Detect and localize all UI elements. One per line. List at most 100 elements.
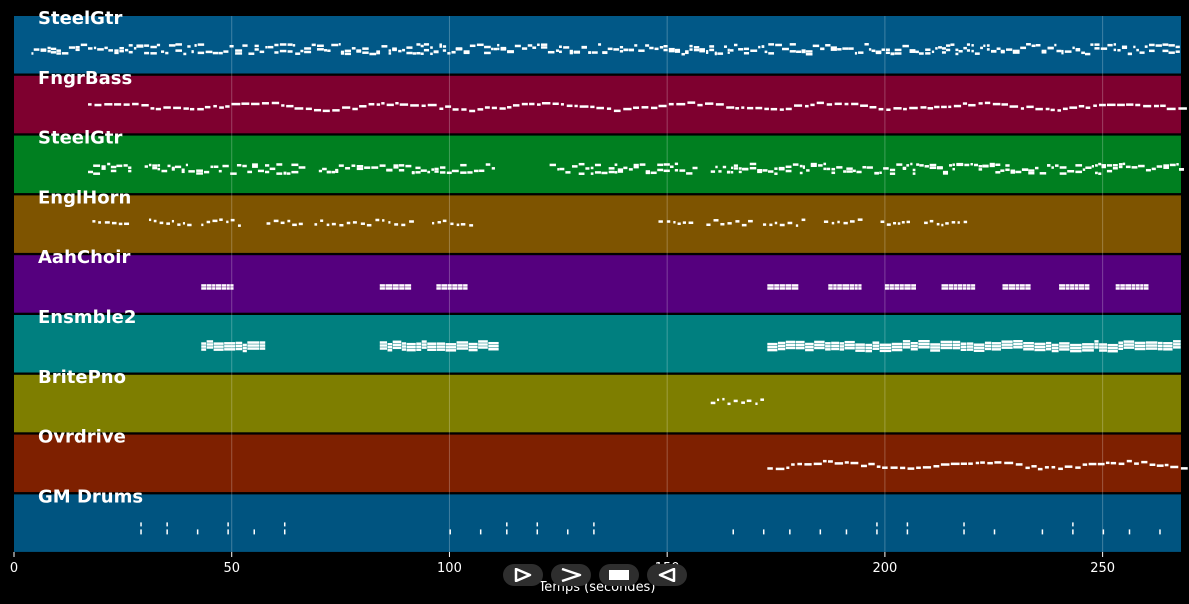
note — [452, 287, 458, 290]
note — [731, 166, 734, 170]
note — [351, 47, 356, 50]
note — [1084, 284, 1090, 287]
note — [521, 102, 528, 106]
note — [904, 284, 911, 287]
note — [994, 461, 1002, 464]
note — [133, 47, 137, 50]
note — [484, 51, 491, 55]
note — [746, 399, 752, 403]
note — [805, 104, 809, 108]
track-lanes — [14, 16, 1181, 552]
note — [351, 164, 356, 167]
track-label: EnglHorn — [38, 187, 131, 208]
note — [197, 43, 205, 46]
note — [748, 219, 753, 223]
note — [212, 284, 216, 287]
note — [1178, 107, 1187, 110]
note — [663, 163, 670, 166]
note — [910, 341, 918, 345]
note — [890, 466, 898, 469]
track-label: SteelGtr — [38, 128, 123, 149]
note — [668, 47, 675, 51]
note — [269, 167, 276, 171]
note — [252, 163, 258, 166]
stop-button[interactable] — [599, 564, 639, 586]
note — [1138, 164, 1145, 168]
note — [843, 170, 847, 173]
note — [1000, 169, 1005, 172]
note — [265, 45, 268, 49]
note — [789, 43, 796, 46]
note — [1118, 165, 1123, 169]
note — [1008, 287, 1016, 290]
note — [566, 104, 573, 108]
note — [955, 52, 959, 56]
note — [157, 164, 161, 167]
note — [1047, 46, 1054, 50]
note — [960, 342, 967, 346]
note — [953, 287, 958, 290]
note — [1059, 287, 1066, 290]
note — [779, 284, 785, 287]
note — [623, 166, 628, 170]
note — [218, 169, 222, 173]
note — [247, 347, 260, 350]
note — [291, 170, 299, 174]
note — [614, 171, 618, 174]
note — [366, 223, 372, 227]
note — [1034, 345, 1046, 349]
note — [782, 47, 789, 51]
forward-button[interactable] — [551, 564, 591, 586]
note — [925, 52, 931, 55]
note — [596, 106, 604, 110]
drum-hit — [819, 529, 822, 535]
note — [339, 223, 344, 227]
note — [1084, 287, 1090, 290]
note — [578, 162, 585, 166]
note — [608, 167, 615, 170]
note — [1015, 463, 1023, 466]
note — [196, 169, 203, 172]
note — [722, 165, 727, 169]
x-tick-label: 250 — [1090, 561, 1115, 576]
note — [900, 466, 906, 470]
note — [825, 44, 831, 47]
note — [1163, 348, 1173, 351]
note — [614, 163, 618, 166]
rewind-button[interactable] — [647, 564, 687, 586]
note — [1117, 49, 1121, 52]
note — [825, 345, 831, 348]
note — [273, 219, 279, 223]
play-button[interactable] — [503, 564, 543, 586]
note — [833, 287, 837, 290]
note — [1062, 107, 1068, 111]
note — [967, 284, 971, 287]
note — [910, 344, 918, 348]
note — [940, 346, 953, 350]
note — [529, 102, 535, 106]
note — [735, 220, 740, 223]
note — [911, 287, 917, 290]
note — [591, 51, 598, 54]
note — [181, 170, 185, 174]
note — [274, 51, 279, 54]
note — [875, 51, 882, 55]
note — [956, 163, 964, 167]
track-lane — [14, 494, 1181, 552]
note — [844, 102, 849, 106]
note — [785, 165, 792, 169]
note — [1094, 346, 1099, 349]
note — [1139, 51, 1145, 54]
note — [1002, 287, 1009, 290]
note — [681, 52, 685, 56]
note — [953, 284, 958, 287]
note — [855, 349, 865, 352]
note — [1120, 287, 1125, 290]
note — [1013, 343, 1023, 346]
note — [650, 171, 657, 175]
note — [925, 48, 931, 51]
note — [405, 284, 412, 287]
note — [1061, 51, 1064, 55]
note — [814, 346, 825, 350]
note — [223, 50, 229, 53]
